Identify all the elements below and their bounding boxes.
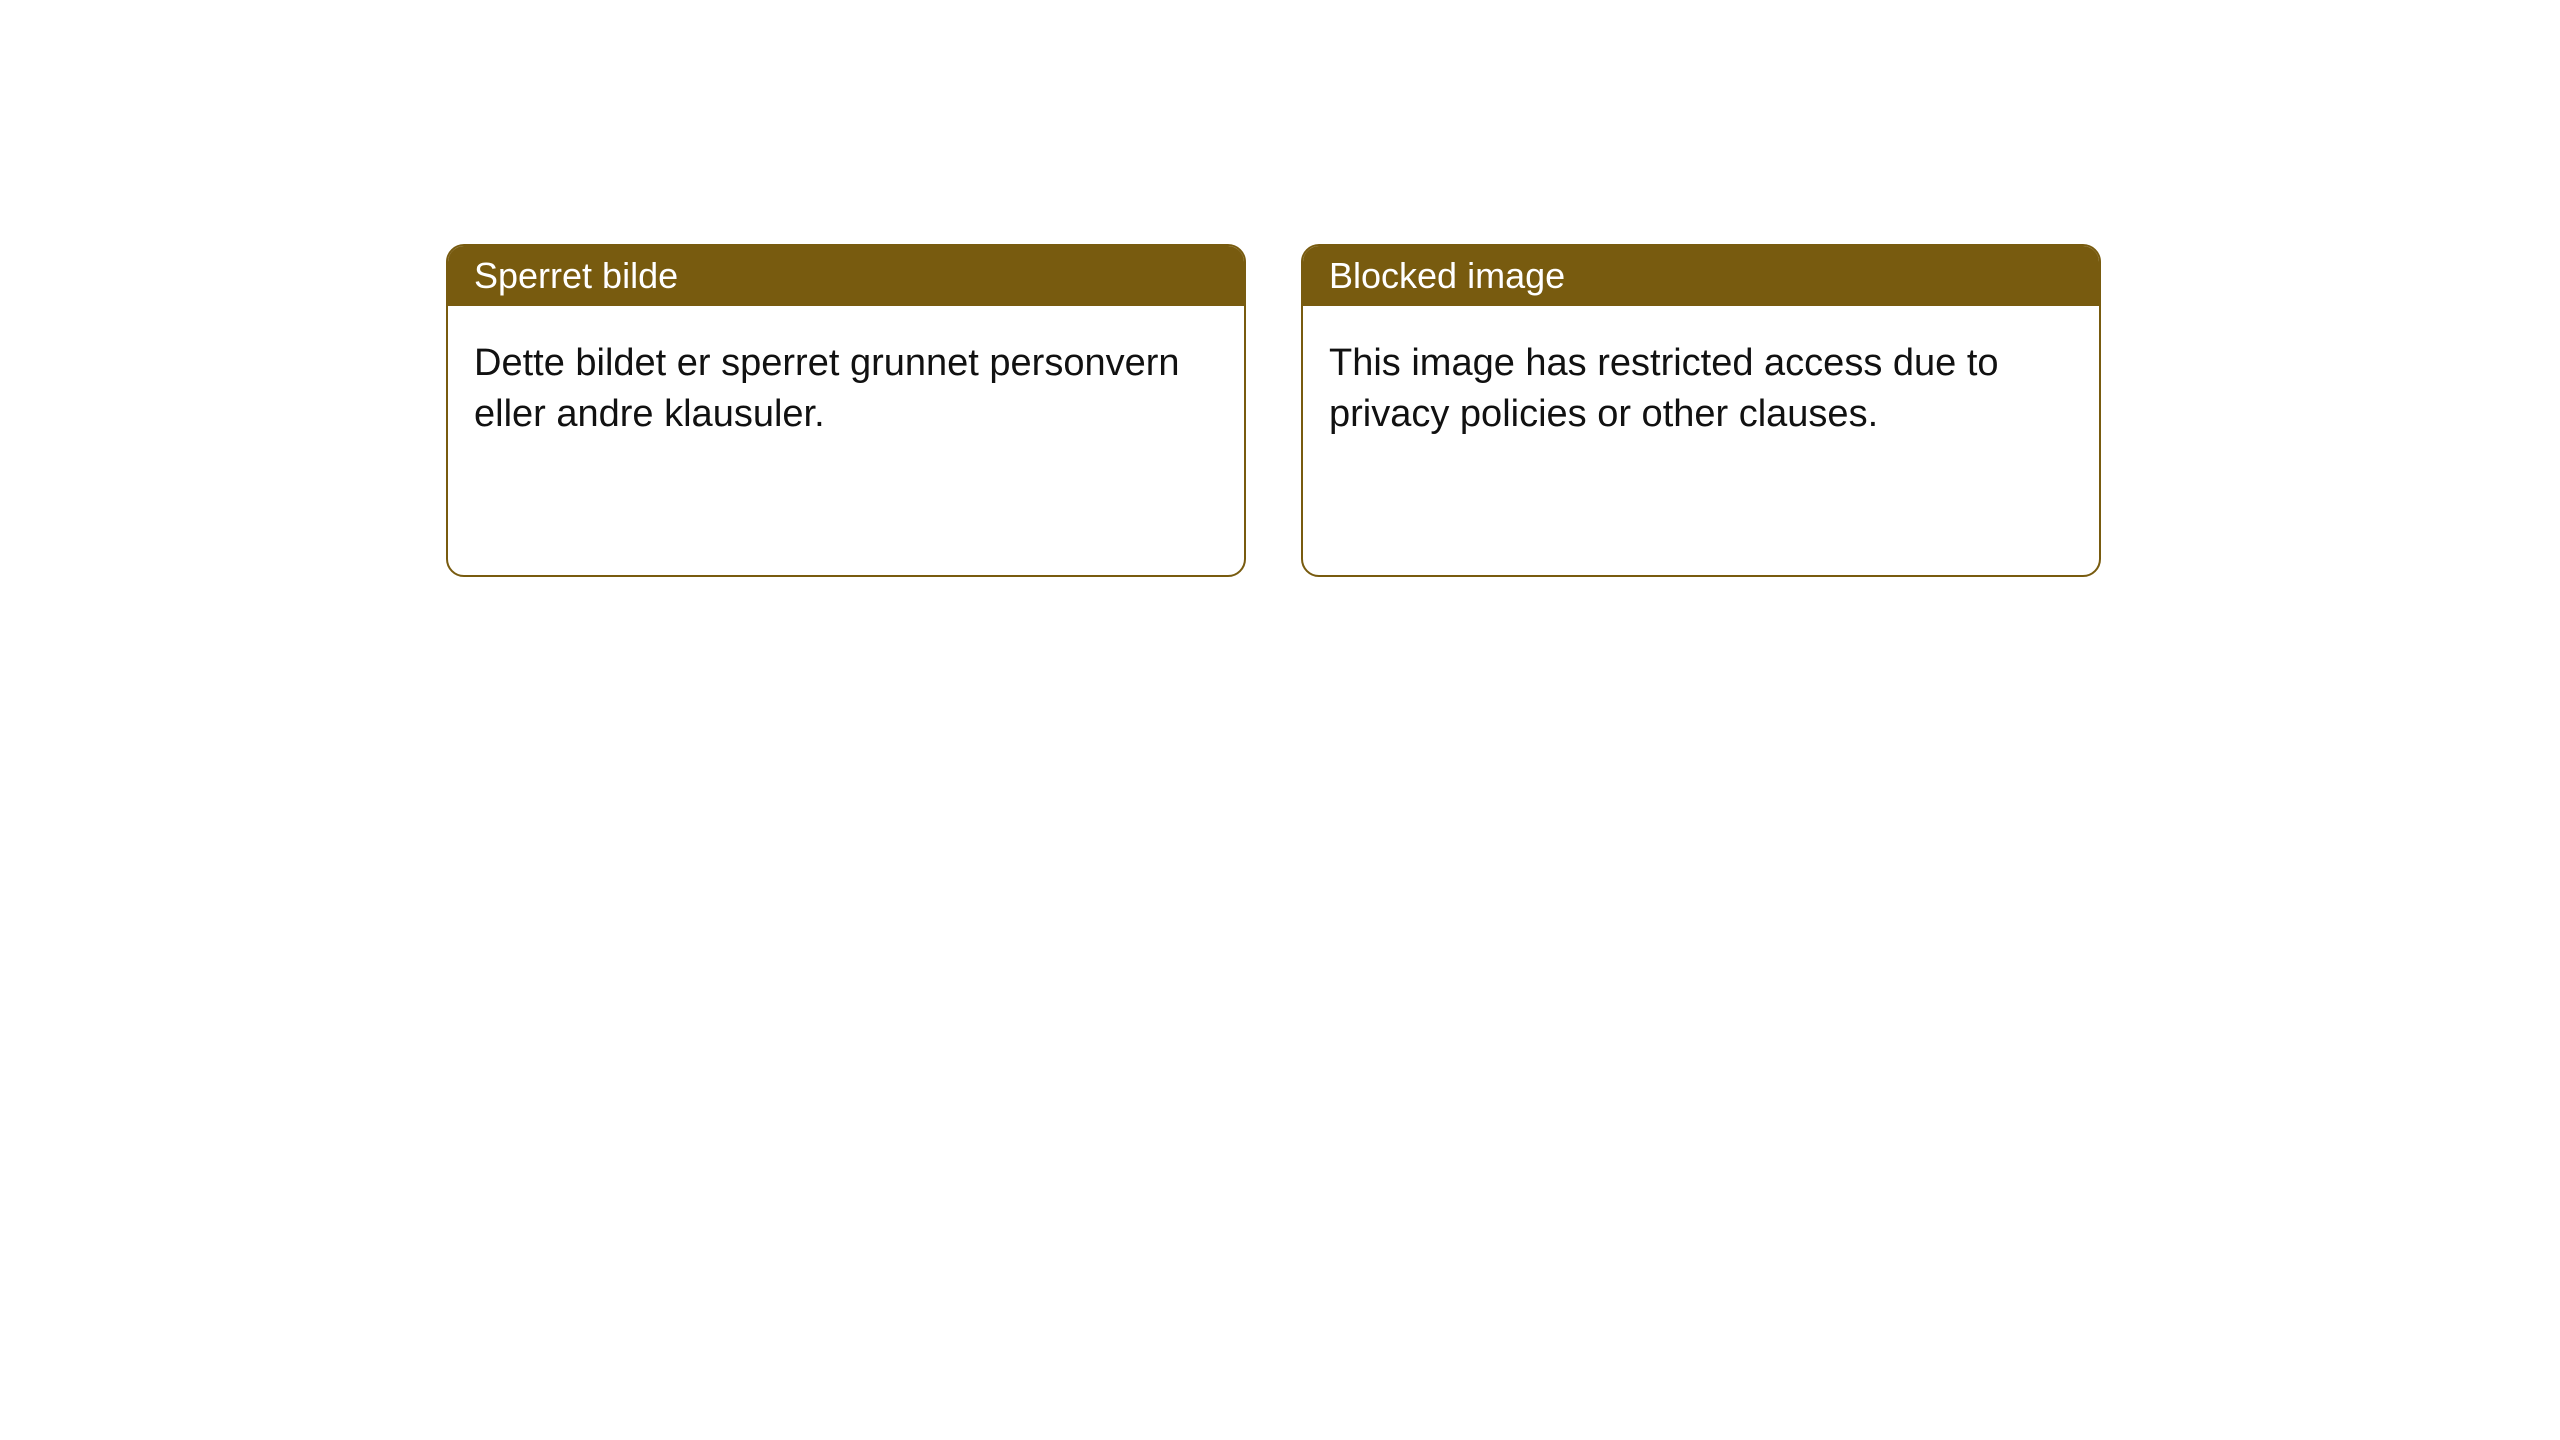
notice-card-body: This image has restricted access due to … — [1303, 306, 2099, 473]
notice-card-header: Blocked image — [1303, 246, 2099, 306]
notice-card-body: Dette bildet er sperret grunnet personve… — [448, 306, 1244, 473]
notice-card-title: Blocked image — [1329, 255, 1565, 297]
notice-card-title: Sperret bilde — [474, 255, 678, 297]
notice-card-text: Dette bildet er sperret grunnet personve… — [474, 342, 1180, 435]
notice-container: Sperret bilde Dette bildet er sperret gr… — [446, 244, 2101, 577]
notice-card-header: Sperret bilde — [448, 246, 1244, 306]
notice-card-text: This image has restricted access due to … — [1329, 342, 1999, 435]
notice-card-norwegian: Sperret bilde Dette bildet er sperret gr… — [446, 244, 1246, 577]
notice-card-english: Blocked image This image has restricted … — [1301, 244, 2101, 577]
